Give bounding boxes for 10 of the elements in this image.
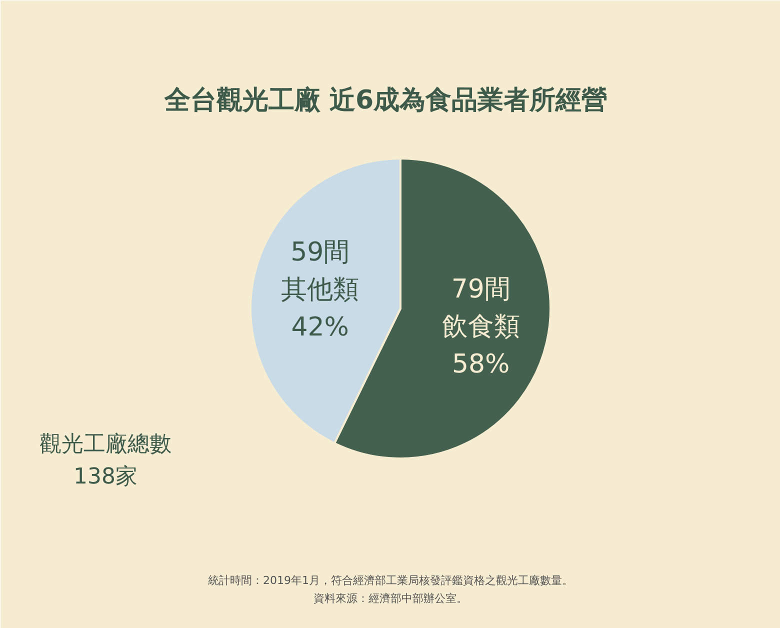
text: 觀光工廠總數 138家 (40, 432, 172, 490)
source-note: 資料來源：經濟部中部辦公室。 (314, 592, 468, 605)
data-label: 79間 (451, 274, 510, 305)
slice-label: 飲食類 (442, 312, 520, 342)
text: 42% (291, 312, 350, 342)
data-label: 59間 (290, 237, 350, 268)
text: 58% (452, 350, 510, 380)
chart-title: 全台觀光工廠 近6成為食品業者所經營 (163, 86, 608, 116)
slice-label: 其他類 (281, 274, 360, 305)
text: 統計時間：2019年1月，符合經濟部工業局核發評鑑資格之觀光工廠數量。 (208, 574, 574, 587)
